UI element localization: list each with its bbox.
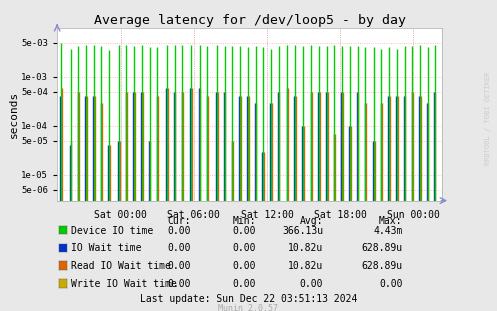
Text: 0.00: 0.00 bbox=[379, 279, 403, 289]
Text: 10.82u: 10.82u bbox=[288, 261, 323, 271]
Text: 628.89u: 628.89u bbox=[361, 261, 403, 271]
Text: 366.13u: 366.13u bbox=[282, 226, 323, 236]
Text: Avg:: Avg: bbox=[300, 216, 323, 226]
Text: Max:: Max: bbox=[379, 216, 403, 226]
Text: 10.82u: 10.82u bbox=[288, 244, 323, 253]
Text: 0.00: 0.00 bbox=[168, 279, 191, 289]
Text: RRDTOOL / TOBI OETIKER: RRDTOOL / TOBI OETIKER bbox=[485, 72, 491, 165]
Text: 628.89u: 628.89u bbox=[361, 244, 403, 253]
Y-axis label: seconds: seconds bbox=[8, 91, 18, 138]
Text: 0.00: 0.00 bbox=[233, 244, 256, 253]
Text: Min:: Min: bbox=[233, 216, 256, 226]
Text: Write IO Wait time: Write IO Wait time bbox=[71, 279, 177, 289]
Text: IO Wait time: IO Wait time bbox=[71, 244, 142, 253]
Text: Last update: Sun Dec 22 03:51:13 2024: Last update: Sun Dec 22 03:51:13 2024 bbox=[140, 294, 357, 304]
Text: 0.00: 0.00 bbox=[168, 261, 191, 271]
Text: Cur:: Cur: bbox=[168, 216, 191, 226]
Text: 0.00: 0.00 bbox=[168, 226, 191, 236]
Text: 0.00: 0.00 bbox=[300, 279, 323, 289]
Text: Read IO Wait time: Read IO Wait time bbox=[71, 261, 171, 271]
Text: 0.00: 0.00 bbox=[233, 261, 256, 271]
Text: Device IO time: Device IO time bbox=[71, 226, 153, 236]
Text: 0.00: 0.00 bbox=[233, 279, 256, 289]
Text: Munin 2.0.57: Munin 2.0.57 bbox=[219, 304, 278, 311]
Text: 0.00: 0.00 bbox=[168, 244, 191, 253]
Text: 0.00: 0.00 bbox=[233, 226, 256, 236]
Title: Average latency for /dev/loop5 - by day: Average latency for /dev/loop5 - by day bbox=[94, 14, 406, 27]
Text: 4.43m: 4.43m bbox=[373, 226, 403, 236]
